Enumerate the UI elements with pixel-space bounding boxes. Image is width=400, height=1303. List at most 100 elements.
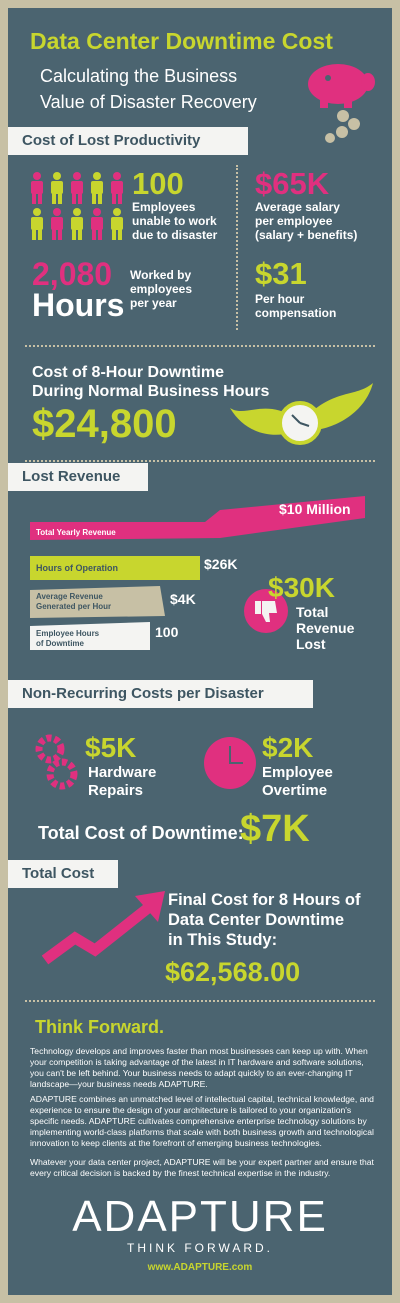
person-shape (111, 217, 123, 230)
paragraph: Whatever your data center project, ADAPT… (30, 1157, 374, 1178)
person-shape (92, 229, 96, 240)
bar-value: $26K (204, 556, 238, 572)
downtime-label: Cost of 8-Hour Downtime (32, 364, 224, 381)
downtime-value: $24,800 (32, 402, 177, 446)
section-heading: Lost Revenue (8, 463, 148, 491)
downtime-total-value: $7K (240, 808, 310, 850)
paragraph: Technology develops and improves faster … (30, 1046, 368, 1089)
person-shape (52, 229, 56, 240)
section-heading: Non-Recurring Costs per Disaster (8, 680, 313, 708)
person-shape (98, 229, 102, 240)
stat-unit: Hours (32, 287, 125, 323)
cost-label: Repairs (88, 782, 144, 799)
downtime-label: During Normal Business Hours (32, 383, 270, 400)
cost-label: Hardware (88, 764, 157, 781)
stat-label: Average salary (255, 200, 340, 214)
title: Data Center Downtime Cost (30, 28, 333, 54)
person-shape (52, 193, 56, 204)
divider (25, 345, 375, 347)
person-shape (72, 229, 76, 240)
person-shape (113, 172, 121, 180)
person-shape (32, 193, 36, 204)
downtime-total-label: Total Cost of Downtime: (38, 823, 244, 843)
stat-value: $65K (255, 166, 330, 201)
person-shape (93, 208, 101, 216)
stat-label: Per hour (255, 292, 305, 306)
person-shape (31, 217, 43, 230)
rising-arrow-icon (41, 891, 165, 965)
stat-value: 100 (132, 166, 184, 201)
revenue-total-label: Revenue (296, 620, 355, 636)
person-shape (58, 193, 62, 204)
winged-clock-icon (230, 383, 373, 445)
cost-value: $2K (262, 732, 314, 763)
divider (25, 1000, 375, 1002)
bar-value: $10 Million (279, 501, 351, 517)
revenue-total-label: Total (296, 604, 329, 620)
person-shape (92, 193, 96, 204)
people-icon (31, 172, 123, 240)
person-shape (93, 172, 101, 180)
footer-heading: Think Forward. (35, 1017, 165, 1037)
stat-label: Worked by (130, 268, 192, 282)
person-shape (51, 181, 63, 194)
subtitle: Calculating the Business (40, 66, 238, 86)
person-shape (73, 208, 81, 216)
person-shape (51, 217, 63, 230)
person-shape (53, 172, 61, 180)
person-shape (33, 172, 41, 180)
person-shape (118, 229, 122, 240)
cost-label: Employee (262, 764, 333, 781)
bar-label: Employee Hours (36, 629, 100, 638)
person-shape (32, 229, 36, 240)
cost-value: $5K (85, 732, 137, 763)
section-heading: Cost of Lost Productivity (8, 127, 248, 155)
piggy-icon (308, 64, 375, 143)
revenue-total-value: $30K (268, 572, 335, 603)
final-cost-label: Final Cost for 8 Hours of (168, 891, 361, 909)
stat-value: 2,080 (32, 256, 113, 292)
stat-label: due to disaster (132, 228, 218, 242)
person-shape (71, 217, 83, 230)
person-shape (38, 229, 42, 240)
stat-value: $31 (255, 256, 307, 291)
person-shape (113, 208, 121, 216)
paragraph: ADAPTURE combines an unmatched level of … (30, 1094, 374, 1148)
divider (25, 460, 375, 462)
person-shape (58, 229, 62, 240)
stat-label: Employees (132, 200, 196, 214)
bar-value: 100 (155, 624, 179, 640)
section-heading: Total Cost (8, 860, 118, 888)
person-shape (112, 229, 116, 240)
person-shape (91, 217, 103, 230)
person-shape (118, 193, 122, 204)
stat-label: per employee (255, 214, 333, 228)
bar-label: Average Revenue (36, 592, 103, 601)
person-shape (53, 208, 61, 216)
person-shape (31, 181, 43, 194)
logo: ADAPTURE (72, 1192, 328, 1241)
bar-label: Generated per Hour (36, 602, 112, 611)
person-shape (98, 193, 102, 204)
person-shape (73, 172, 81, 180)
person-shape (33, 208, 41, 216)
person-shape (112, 193, 116, 204)
bar-value: $4K (170, 591, 196, 607)
person-shape (38, 193, 42, 204)
person-shape (71, 181, 83, 194)
revenue-bars (30, 496, 365, 650)
revenue-total-label: Lost (296, 636, 326, 652)
stat-label: compensation (255, 306, 337, 320)
stat-label: (salary + benefits) (255, 228, 358, 242)
final-cost-value: $62,568.00 (165, 957, 301, 987)
bar-label: Hours of Operation (36, 563, 119, 573)
stat-label: per year (130, 296, 177, 310)
bar-label: of Downtime (36, 639, 84, 648)
cost-label: Overtime (262, 782, 328, 799)
stat-label: employees (130, 282, 193, 296)
clock-icon (204, 737, 256, 789)
final-cost-label: in This Study: (168, 931, 278, 949)
gears-icon (35, 734, 78, 790)
person-shape (78, 193, 82, 204)
